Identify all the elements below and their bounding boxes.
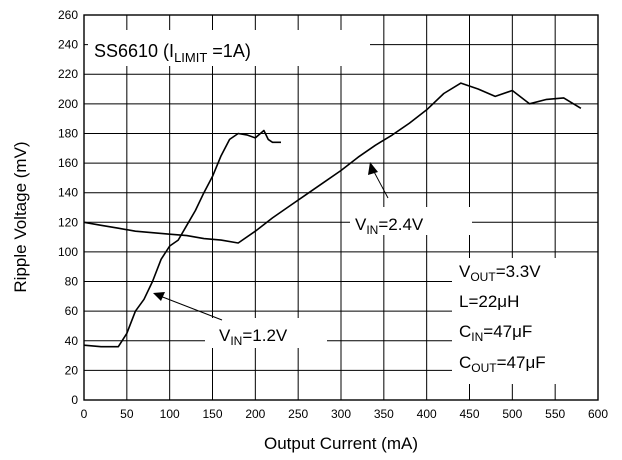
label-vin-1-2-sub: IN [230,334,242,348]
y-tick-label-80: 80 [65,275,79,289]
y-tick-label-60: 60 [65,304,79,318]
chart-title-annotation: SS6610 (ILIMIT =1A) [94,41,251,65]
condition-0-main: V [459,262,471,281]
y-tick-label-220: 220 [58,67,78,81]
condition-1: L=22μH [459,292,519,311]
y-tick-label-120: 120 [58,215,78,229]
series-lines [83,82,582,348]
label-vin-1-2: VIN=1.2V [219,326,288,348]
condition-1-main: L=22 [459,292,497,311]
x-tick-label-400: 400 [417,407,437,421]
x-tick-label-350: 350 [374,407,394,421]
label-vin-2-4-sub: IN [366,223,378,237]
label-vin-2-4-rest: =2.4V [378,215,424,234]
x-tick-label-250: 250 [288,407,308,421]
y-tick-label-0: 0 [71,393,78,407]
y-tick-label-160: 160 [58,156,78,170]
condition-2-main: C [459,322,471,341]
plot-frame [83,14,599,401]
label-vin-2-4-main: V [355,215,367,234]
leader-vin-1-2 [159,295,223,321]
y-tick-label-200: 200 [58,97,78,111]
x-tick-label-50: 50 [120,407,134,421]
x-tick-label-150: 150 [202,407,222,421]
conditions-background [452,258,600,384]
x-tick-label-100: 100 [160,407,180,421]
condition-2-sub: IN [471,330,483,344]
tick-labels: 0 50 100 150 200 250 300 350 400 450 500 550 600 0 20 4… [58,8,608,421]
condition-0-rest: =3.3V [496,262,542,281]
condition-3-main: C [459,353,471,372]
y-tick-label-260: 260 [58,8,78,22]
x-tick-label-500: 500 [502,407,522,421]
y-tick-label-240: 240 [58,38,78,52]
condition-3: COUT=47μF [459,353,546,375]
label-vin-1-2-rest: =1.2V [242,326,288,345]
x-tick-label-300: 300 [331,407,351,421]
condition-0-sub: OUT [470,270,496,284]
series-line-vin-1-2v [83,129,281,348]
condition-2-rest: =47μF [483,322,532,341]
x-axis-title: Output Current (mA) [264,434,418,453]
x-tick-label-550: 550 [545,407,565,421]
x-tick-label-200: 200 [245,407,265,421]
leader-vin-1-2-arrowhead [153,292,165,301]
condition-3-sub: OUT [471,361,497,375]
condition-0: VOUT=3.3V [459,262,541,284]
y-tick-label-140: 140 [58,186,78,200]
y-tick-label-100: 100 [58,245,78,259]
title-sub: LIMIT [174,50,207,65]
x-tick-label-0: 0 [81,407,88,421]
y-tick-label-40: 40 [65,334,79,348]
x-tick-label-600: 600 [588,407,608,421]
title-main: SS6610 (I [94,41,174,61]
label-vin-1-2-main: V [219,326,231,345]
title-box-background [88,30,370,66]
label-vin-2-4-background [350,207,472,235]
label-vin-2-4: VIN=2.4V [355,215,424,237]
title-rest: =1A) [207,41,251,61]
label-vin-1-2-background [205,318,327,348]
condition-2: CIN=47μF [459,322,532,344]
y-tick-label-180: 180 [58,126,78,140]
condition-1-rest: μH [497,292,519,311]
y-axis-title: Ripple Voltage (mV) [11,141,30,292]
condition-3-rest: =47μF [497,353,546,372]
x-tick-label-450: 450 [459,407,479,421]
series-line-vin-2-4v [83,82,582,244]
leader-vin-2-4-arrowhead [368,162,378,175]
y-tick-label-20: 20 [65,363,79,377]
